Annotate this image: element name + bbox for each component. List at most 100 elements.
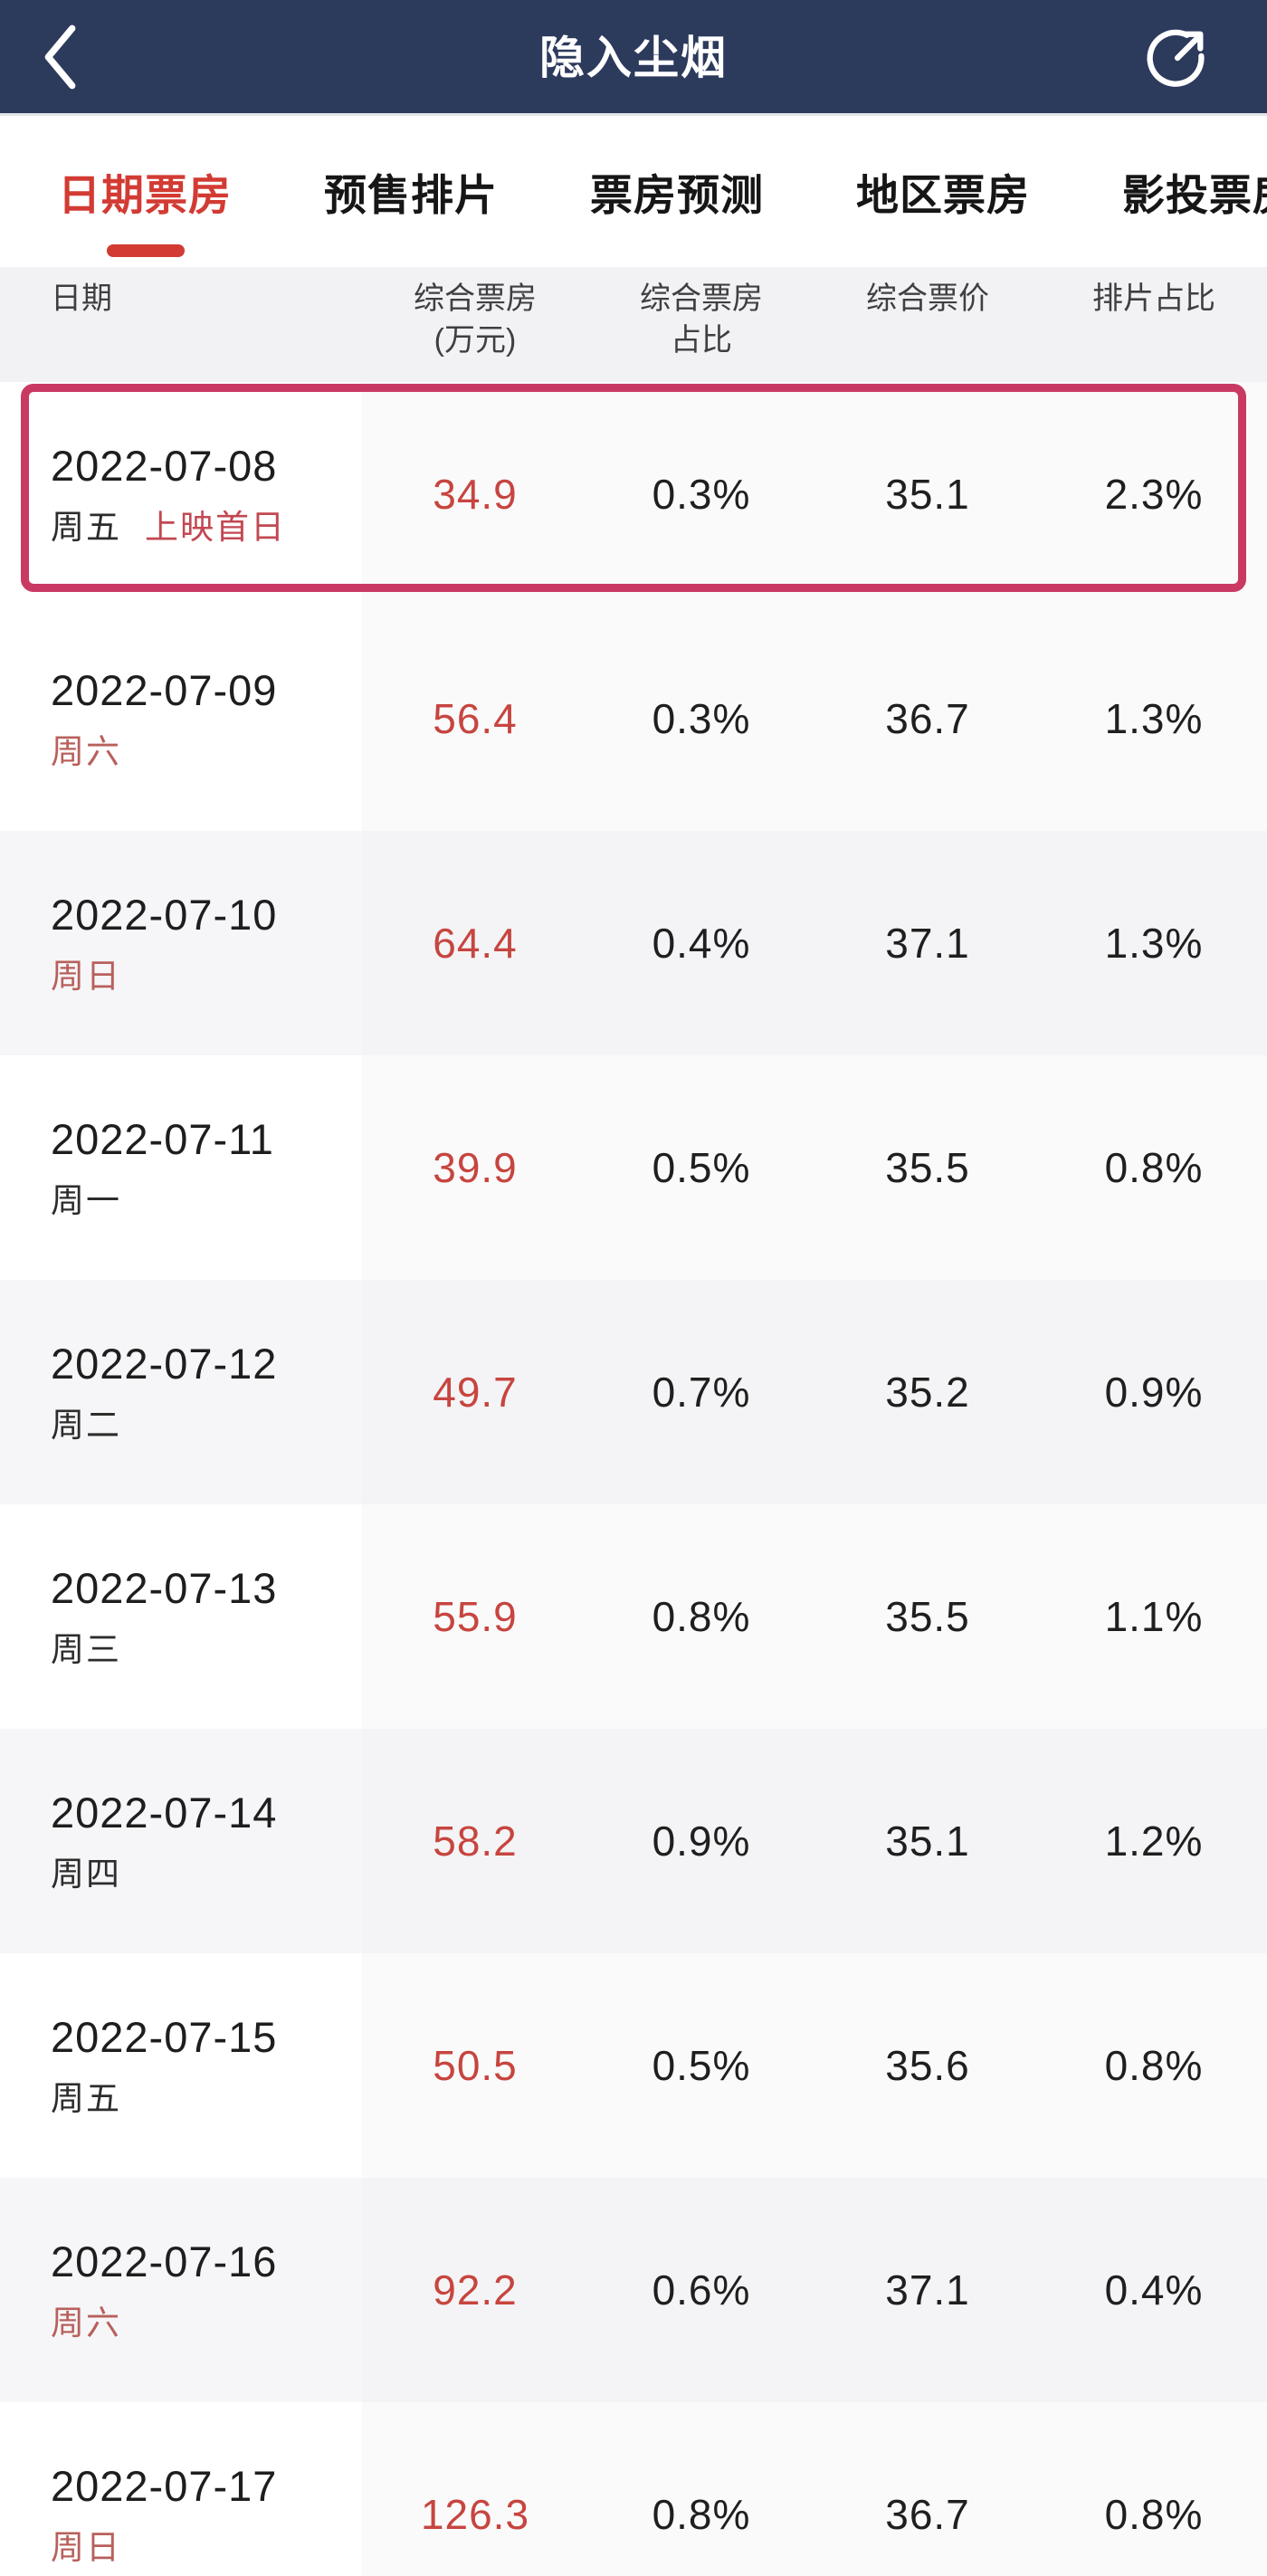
date-cell: 2022-07-17 周日 — [0, 2402, 362, 2576]
weekday-text: 周三 — [51, 1630, 121, 1668]
header-date: 日期 — [0, 278, 362, 382]
table-row[interactable]: 2022-07-15 周五 50.5 0.5% 35.6 0.8% — [0, 1953, 1267, 2178]
tab-box-office-forecast[interactable]: 票房预测 — [590, 171, 764, 219]
weekday-line: 周二 — [51, 1398, 362, 1446]
box-office-value: 39.9 — [433, 1144, 518, 1191]
release-day-badge: 上映首日 — [145, 508, 286, 546]
weekday-text: 周一 — [51, 1181, 121, 1219]
screening-share-value: 0.8% — [1104, 1144, 1204, 1191]
box-office-value: 49.7 — [433, 1369, 518, 1416]
share-icon — [1147, 29, 1205, 87]
weekday-line: 周三 — [51, 1622, 362, 1671]
active-tab-underline — [107, 244, 185, 257]
date-text: 2022-07-08 — [51, 441, 278, 490]
tab-presale-screening[interactable]: 预售排片 — [324, 171, 498, 219]
header-avg-price-label: 综合票价 — [866, 281, 989, 316]
screening-share-value: 0.8% — [1104, 2042, 1204, 2089]
weekday-text: 周五 — [51, 2079, 121, 2117]
screening-share-value: 1.3% — [1104, 920, 1204, 967]
chevron-left-icon — [44, 24, 76, 89]
table-row[interactable]: 2022-07-08 周五 上映首日 34.9 0.3% 35.1 2.3% — [0, 382, 1267, 606]
table-row[interactable]: 2022-07-09 周六 56.4 0.3% 36.7 1.3% — [0, 606, 1267, 831]
header-box-office-unit: (万元) — [433, 323, 517, 358]
tab-cinema-chain-box-office[interactable]: 影投票房 — [1122, 171, 1267, 219]
avg-price-value: 37.1 — [885, 920, 970, 967]
date-text: 2022-07-14 — [51, 1788, 278, 1837]
box-share-value: 0.3% — [652, 471, 751, 518]
box-share-value: 0.8% — [652, 1593, 751, 1640]
header-box-share-label: 综合票房 — [640, 281, 763, 316]
box-share-value: 0.3% — [652, 695, 751, 742]
header-date-label: 日期 — [51, 281, 112, 316]
screening-share-value: 1.2% — [1104, 1818, 1204, 1865]
tab-regional-box-office[interactable]: 地区票房 — [856, 171, 1030, 219]
table-row[interactable]: 2022-07-11 周一 39.9 0.5% 35.5 0.8% — [0, 1055, 1267, 1280]
box-share-value: 0.5% — [652, 2042, 751, 2089]
avg-price-value: 35.1 — [885, 471, 970, 518]
avg-price-value: 35.5 — [885, 1144, 970, 1191]
box-share-value: 0.9% — [652, 1818, 751, 1865]
date-cell: 2022-07-09 周六 — [0, 606, 362, 831]
screening-share-value: 1.1% — [1104, 1593, 1204, 1640]
box-office-value: 92.2 — [433, 2266, 518, 2314]
page-title: 隐入尘烟 — [539, 32, 728, 83]
table-row[interactable]: 2022-07-16 周六 92.2 0.6% 37.1 0.4% — [0, 2178, 1267, 2402]
box-share-value: 0.7% — [652, 1369, 751, 1416]
box-office-value: 34.9 — [433, 471, 518, 518]
date-text: 2022-07-15 — [51, 2012, 278, 2061]
box-office-value: 58.2 — [433, 1818, 518, 1865]
table-body: 2022-07-08 周五 上映首日 34.9 0.3% 35.1 2.3% 2… — [0, 382, 1267, 2576]
box-office-value: 56.4 — [433, 695, 518, 742]
weekday-line: 周六 — [51, 2295, 362, 2344]
avg-price-value: 35.1 — [885, 1818, 970, 1865]
weekday-line: 周五 — [51, 2071, 362, 2120]
date-cell: 2022-07-12 周二 — [0, 1280, 362, 1504]
weekday-line: 周四 — [51, 1846, 362, 1895]
box-share-value: 0.8% — [652, 2491, 751, 2538]
weekday-text: 周四 — [51, 1855, 121, 1893]
date-cell: 2022-07-15 周五 — [0, 1953, 362, 2178]
avg-price-value: 36.7 — [885, 2491, 970, 2538]
box-share-value: 0.5% — [652, 1144, 751, 1191]
tab-daily-box-office[interactable]: 日期票房 — [58, 171, 232, 219]
box-office-value: 126.3 — [420, 2491, 530, 2538]
back-button[interactable] — [16, 0, 103, 113]
table-row[interactable]: 2022-07-12 周二 49.7 0.7% 35.2 0.9% — [0, 1280, 1267, 1504]
date-text: 2022-07-10 — [51, 890, 278, 939]
date-text: 2022-07-11 — [51, 1114, 274, 1163]
table-row[interactable]: 2022-07-10 周日 64.4 0.4% 37.1 1.3% — [0, 831, 1267, 1055]
weekday-line: 周日 — [51, 949, 362, 997]
tab-bar: 日期票房 预售排片 票房预测 地区票房 影投票房 — [0, 116, 1267, 267]
date-text: 2022-07-12 — [51, 1339, 278, 1388]
box-office-value: 64.4 — [433, 920, 518, 967]
table-row[interactable]: 2022-07-13 周三 55.9 0.8% 35.5 1.1% — [0, 1504, 1267, 1729]
date-cell: 2022-07-08 周五 上映首日 — [0, 382, 362, 606]
box-office-value: 50.5 — [433, 2042, 518, 2089]
header-box-office: 综合票房 (万元) — [362, 278, 588, 382]
screening-share-value: 0.4% — [1104, 2266, 1204, 2314]
header-avg-price: 综合票价 — [814, 278, 1041, 382]
header-box-share-label2: 占比 — [671, 323, 732, 358]
date-cell: 2022-07-13 周三 — [0, 1504, 362, 1729]
screening-share-value: 2.3% — [1104, 471, 1204, 518]
weekday-text: 周日 — [51, 2528, 121, 2566]
box-share-value: 0.6% — [652, 2266, 751, 2314]
weekday-line: 周六 — [51, 724, 362, 773]
screening-share-value: 0.8% — [1104, 2491, 1204, 2538]
date-cell: 2022-07-10 周日 — [0, 831, 362, 1055]
table-row[interactable]: 2022-07-14 周四 58.2 0.9% 35.1 1.2% — [0, 1729, 1267, 1953]
share-button[interactable] — [1133, 0, 1220, 113]
table-header: 日期 综合票房 (万元) 综合票房 占比 综合票价 排片占比 — [0, 267, 1267, 382]
date-cell: 2022-07-16 周六 — [0, 2178, 362, 2402]
navbar: 隐入尘烟 — [0, 0, 1267, 116]
avg-price-value: 35.2 — [885, 1369, 970, 1416]
date-text: 2022-07-17 — [51, 2461, 278, 2510]
screening-share-value: 1.3% — [1104, 695, 1204, 742]
date-cell: 2022-07-14 周四 — [0, 1729, 362, 1953]
weekday-text: 周二 — [51, 1406, 121, 1444]
screening-share-value: 0.9% — [1104, 1369, 1204, 1416]
table-row[interactable]: 2022-07-17 周日 126.3 0.8% 36.7 0.8% — [0, 2402, 1267, 2576]
box-office-value: 55.9 — [433, 1593, 518, 1640]
avg-price-value: 36.7 — [885, 695, 970, 742]
